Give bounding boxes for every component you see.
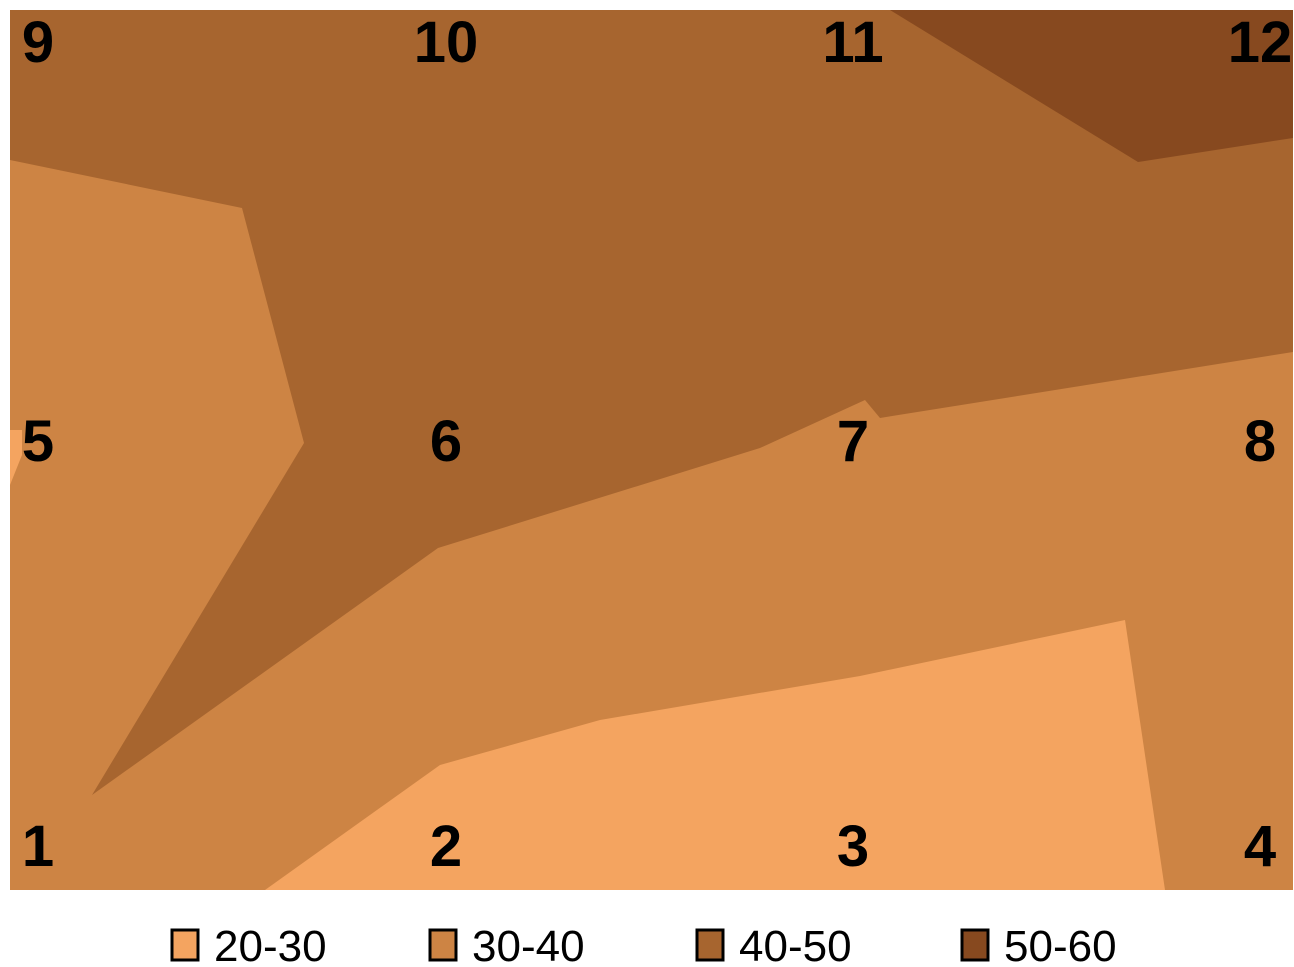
plot-area xyxy=(10,10,1293,890)
grid-point-label-1: 1 xyxy=(22,814,54,879)
legend-swatch-50-60 xyxy=(960,928,990,962)
grid-point-label-3: 3 xyxy=(837,814,869,879)
zone-left-sliver xyxy=(10,430,22,485)
grid-point-label-4: 4 xyxy=(1244,814,1276,879)
grid-point-label-11: 11 xyxy=(822,10,883,75)
grid-point-label-12: 12 xyxy=(1228,10,1293,75)
legend-label-50-60: 50-60 xyxy=(1004,922,1117,967)
legend-swatch-40-50 xyxy=(695,928,725,962)
grid-point-label-7: 7 xyxy=(837,409,869,474)
zone-bottom-basin xyxy=(265,620,1165,890)
zone-central-band xyxy=(10,10,1293,795)
legend-label-30-40: 30-40 xyxy=(472,922,585,967)
grid-point-label-9: 9 xyxy=(22,10,54,75)
legend-swatch-30-40 xyxy=(428,928,458,962)
grid-point-label-6: 6 xyxy=(430,409,462,474)
zone-top-right-peak xyxy=(890,10,1293,162)
legend-label-40-50: 40-50 xyxy=(739,922,852,967)
point-labels: 1 2 3 45 6 7 89 10 11 12 xyxy=(22,10,1292,879)
grid-point-label-8: 8 xyxy=(1244,409,1276,474)
grid-point-label-5: 5 xyxy=(22,409,54,474)
grid-point-label-2: 2 xyxy=(430,814,462,879)
legend-swatch-20-30 xyxy=(170,928,200,962)
grid-point-label-10: 10 xyxy=(414,10,479,75)
legend-label-20-30: 20-30 xyxy=(214,922,327,967)
legend: 20-30 30-40 40-50 50-60 xyxy=(170,922,1117,967)
